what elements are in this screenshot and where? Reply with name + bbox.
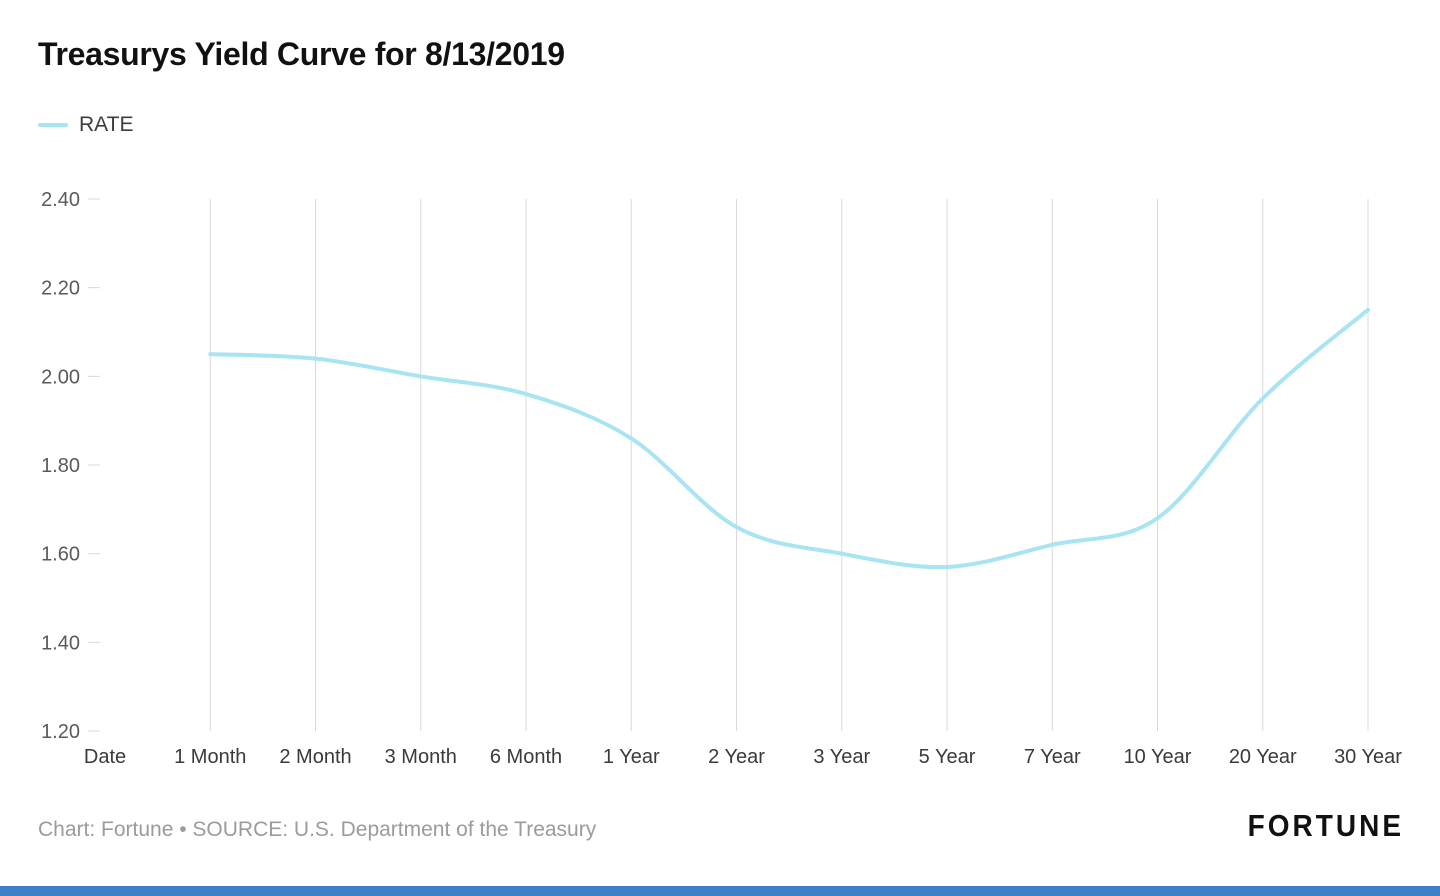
y-axis-label: 2.40 — [41, 189, 80, 211]
y-axis-label: 1.20 — [41, 721, 80, 743]
rate-series-swatch-icon — [38, 123, 68, 127]
bottom-accent-bar — [0, 886, 1440, 896]
legend-label: RATE — [79, 113, 134, 136]
y-axis-label: 2.00 — [41, 366, 80, 388]
x-axis-label: 2 Year — [708, 746, 765, 768]
x-axis-label: 6 Month — [490, 746, 562, 768]
chart-title: Treasurys Yield Curve for 8/13/2019 — [38, 36, 565, 72]
x-axis-label: 10 Year — [1124, 746, 1192, 768]
x-axis-label: 1 Year — [603, 746, 660, 768]
y-axis-label: 1.60 — [41, 544, 80, 566]
fortune-logo: FORTUNE — [1247, 808, 1404, 843]
x-axis-label: 7 Year — [1024, 746, 1081, 768]
x-axis-label: 2 Month — [279, 746, 351, 768]
x-axis-label: 20 Year — [1229, 746, 1297, 768]
x-axis-label: 3 Year — [813, 746, 870, 768]
y-axis-label: 1.80 — [41, 455, 80, 477]
source-credit: Chart: Fortune • SOURCE: U.S. Department… — [38, 818, 597, 841]
y-axis-label: 2.20 — [41, 278, 80, 300]
x-axis-label: 1 Month — [174, 746, 246, 768]
x-axis-label: 30 Year — [1334, 746, 1402, 768]
legend: RATE — [38, 113, 133, 137]
x-axis-label: Date — [84, 746, 126, 768]
x-axis-label: 3 Month — [385, 746, 457, 768]
x-axis-label: 5 Year — [919, 746, 976, 768]
rate-line — [208, 307, 1370, 570]
y-axis-label: 1.40 — [41, 632, 80, 654]
